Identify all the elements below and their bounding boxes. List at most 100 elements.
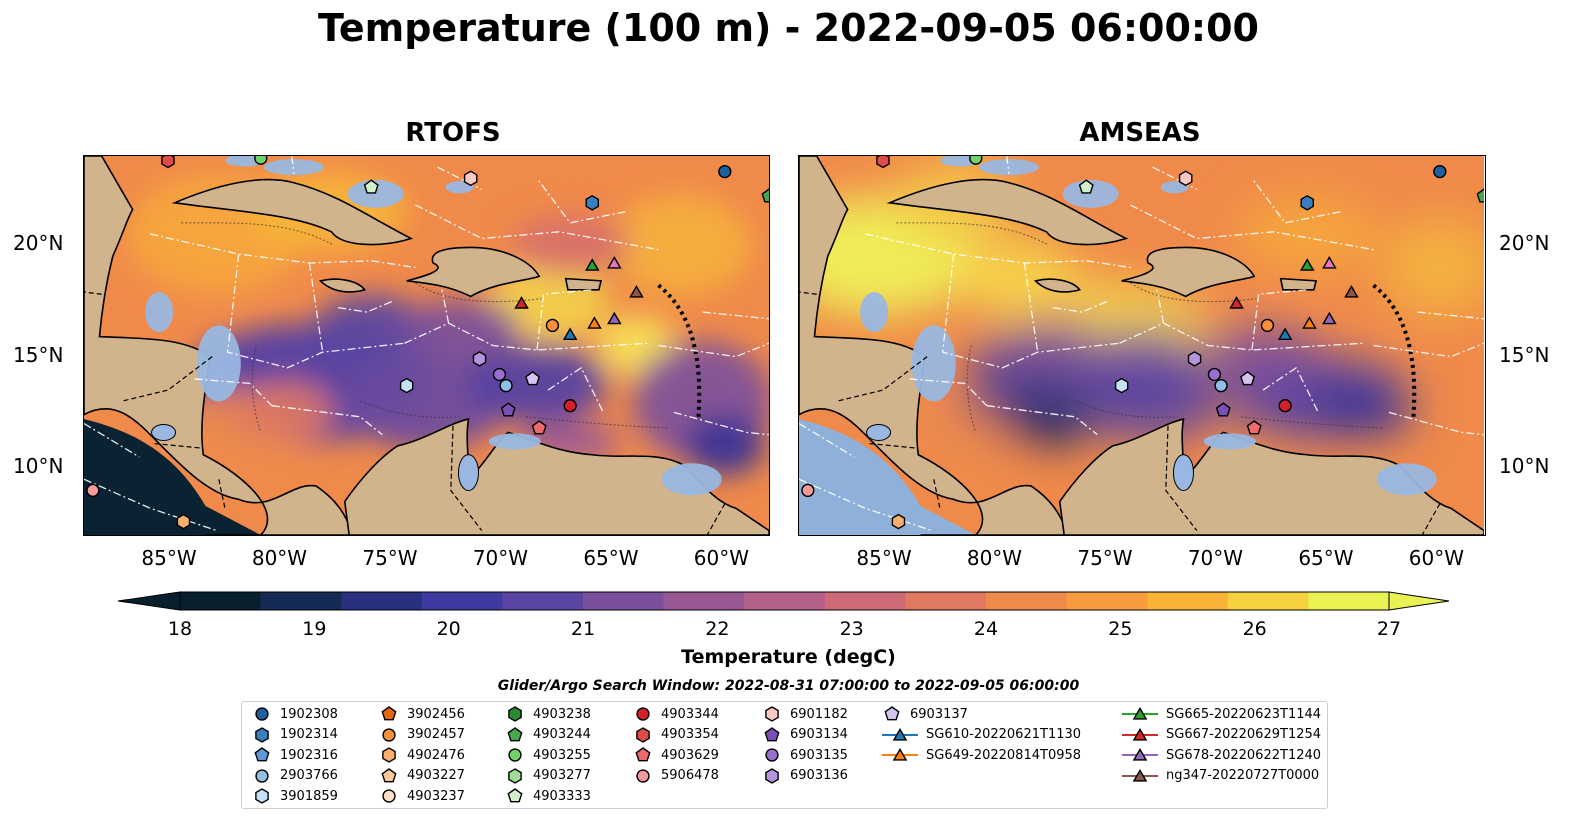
eez-boundary — [1156, 289, 1165, 324]
legend-item: 4903354 — [633, 725, 719, 745]
landmass — [84, 156, 355, 535]
shallow-shelf — [978, 159, 1039, 176]
pentagon-marker-icon — [884, 706, 900, 721]
legend-item: 1902314 — [252, 725, 338, 745]
platform-marker — [969, 156, 983, 165]
landmass — [171, 178, 414, 246]
legend-marker — [1132, 727, 1148, 741]
platform-marker — [876, 156, 890, 169]
legend-item: 6903134 — [762, 725, 848, 745]
platform-marker — [1240, 371, 1256, 386]
landmass — [1279, 277, 1318, 291]
platform-marker — [1278, 399, 1292, 413]
platform-marker — [176, 513, 191, 530]
pentagon-marker-icon — [507, 726, 523, 741]
legend-marker — [255, 726, 269, 743]
pentagon-marker-icon — [507, 788, 523, 803]
legend-marker — [382, 727, 396, 742]
colorbar-extend-low — [117, 591, 181, 611]
lon-tick-label: 60°W — [1408, 546, 1465, 570]
triangle-marker-icon — [1122, 727, 1158, 741]
lon-tick-label: 80°W — [966, 546, 1023, 570]
colorbar-tick-label: 20 — [436, 618, 461, 640]
legend-marker — [255, 788, 269, 804]
legend-marker — [635, 747, 651, 762]
triangle-marker-icon — [882, 748, 918, 761]
legend-marker — [507, 788, 523, 803]
legend-marker — [636, 707, 650, 721]
pentagon-marker-icon — [254, 747, 270, 762]
eez-boundary — [1373, 342, 1485, 358]
map-rtofs — [83, 155, 770, 536]
legend-label: SG667-20220629T1254 — [1166, 727, 1322, 742]
platform-marker — [607, 255, 622, 269]
legend-label: SG665-20220623T1144 — [1166, 706, 1322, 722]
hexagon-marker-icon — [636, 726, 650, 743]
platform-marker — [563, 399, 577, 413]
lake — [866, 423, 892, 441]
colorbar — [117, 591, 1450, 611]
eez-boundary — [404, 322, 648, 351]
shallow-shelf — [1203, 433, 1256, 450]
eez-boundary — [1417, 311, 1485, 320]
legend-label: 5906478 — [661, 768, 719, 783]
lake — [1172, 454, 1194, 492]
legend-label: 4903344 — [661, 706, 719, 722]
shallow-shelf — [488, 433, 541, 450]
circle-marker-icon — [508, 748, 522, 762]
triangle-marker-icon — [1122, 748, 1158, 761]
platform-marker — [1207, 367, 1222, 382]
eez-boundary — [441, 289, 450, 324]
platform-marker — [463, 170, 478, 187]
legend-marker — [1132, 707, 1148, 720]
eez-boundary — [415, 204, 659, 251]
landmass — [799, 156, 1070, 535]
colorbar-tick-label: 19 — [302, 618, 327, 640]
eez-boundary — [338, 300, 394, 313]
lat-tick-label: 10°N — [1499, 454, 1550, 479]
platform-marker — [531, 420, 547, 435]
legend-label: 4903629 — [661, 747, 719, 763]
platform-marker — [584, 258, 600, 271]
legend-item: 4903333 — [505, 786, 591, 806]
colorbar-swatch — [744, 592, 826, 610]
hexagon-marker-icon — [508, 706, 522, 722]
platform-marker — [587, 316, 602, 329]
legend-marker — [254, 747, 270, 762]
circle-marker-icon — [636, 707, 650, 721]
legend-marker — [382, 789, 396, 803]
lake — [151, 423, 177, 441]
colorbar-tick-label: 23 — [839, 618, 864, 640]
legend-marker — [892, 748, 908, 761]
colorbar-tick-label: 25 — [1108, 618, 1133, 640]
legend-item: 2903766 — [252, 766, 338, 786]
shallow-shelf — [661, 463, 722, 496]
colorbar-tick-label: 24 — [973, 618, 999, 640]
eez-boundary — [1006, 156, 1010, 174]
circle-marker-icon — [382, 727, 396, 742]
colorbar-swatch — [421, 592, 503, 610]
eez-boundary — [1251, 289, 1308, 351]
colorbar-swatch — [1066, 592, 1148, 610]
colorbar-extend-high — [1388, 591, 1450, 611]
platform-marker — [1302, 316, 1317, 329]
circle-marker-icon — [382, 789, 396, 803]
platform-marker — [1246, 420, 1262, 435]
eez-boundary — [1262, 366, 1319, 413]
eez-boundary — [271, 405, 383, 436]
legend-item: SG665-20220623T1144 — [1122, 704, 1321, 724]
platform-marker — [562, 327, 578, 341]
lon-tick-label: 60°W — [693, 546, 750, 570]
eez-boundary — [986, 405, 1098, 436]
platform-marker — [1433, 164, 1447, 179]
legend-item: 6903135 — [762, 745, 848, 765]
eez-boundary — [1053, 300, 1109, 313]
legend-item: 3902457 — [379, 725, 465, 745]
legend-label: 4903238 — [533, 706, 591, 722]
legend-marker — [508, 767, 522, 784]
legend-item: 4903629 — [633, 745, 719, 765]
search-window-caption: Glider/Argo Search Window: 2022-08-31 07… — [497, 678, 1080, 694]
lon-tick-label: 75°W — [1077, 546, 1133, 570]
legend-label: 1902308 — [280, 706, 338, 722]
platform-marker — [514, 296, 529, 309]
